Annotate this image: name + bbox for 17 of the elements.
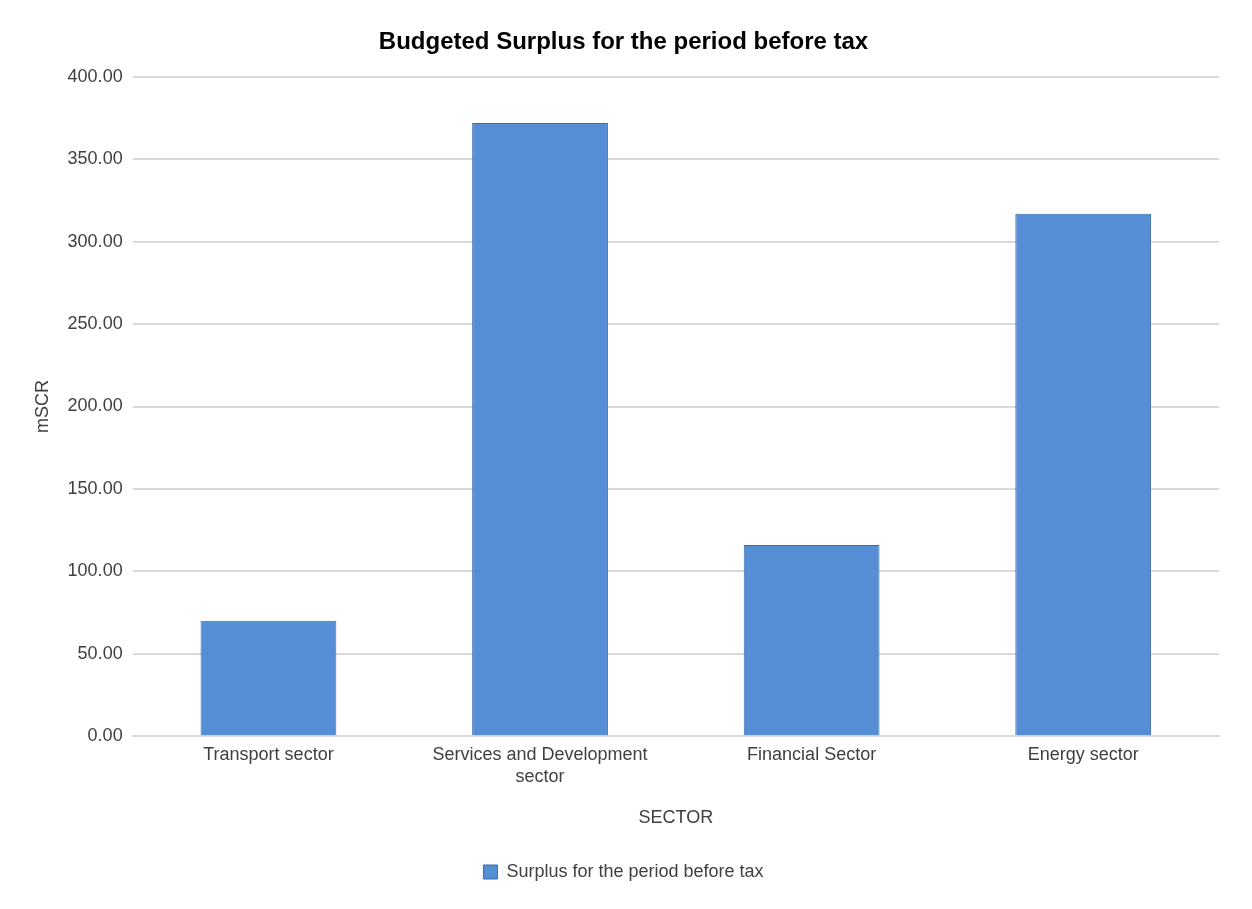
chart-title: Budgeted Surplus for the period before tax: [378, 27, 869, 55]
x-tick-label: Services and Development sector: [432, 743, 648, 786]
y-tick-label: 0.00: [87, 725, 123, 746]
y-tick-label: 150.00: [67, 477, 123, 498]
y-tick-label: 300.00: [67, 230, 123, 251]
y-tick-label: 200.00: [67, 395, 123, 416]
y-tick-label: 350.00: [67, 148, 123, 169]
y-tick-label: 50.00: [77, 642, 123, 663]
y-tick-label: 400.00: [67, 65, 123, 86]
x-tick-label: Transport sector: [203, 743, 334, 764]
y-axis-title: mSCR: [31, 380, 52, 433]
x-axis-title: SECTOR: [638, 807, 714, 828]
y-tick-label: 250.00: [67, 313, 123, 334]
x-tick-label: Financial Sector: [747, 743, 877, 764]
legend-label: Surplus for the period before tax: [506, 860, 764, 881]
x-tick-label: Energy sector: [1027, 743, 1139, 764]
y-tick-label: 100.00: [67, 560, 123, 581]
